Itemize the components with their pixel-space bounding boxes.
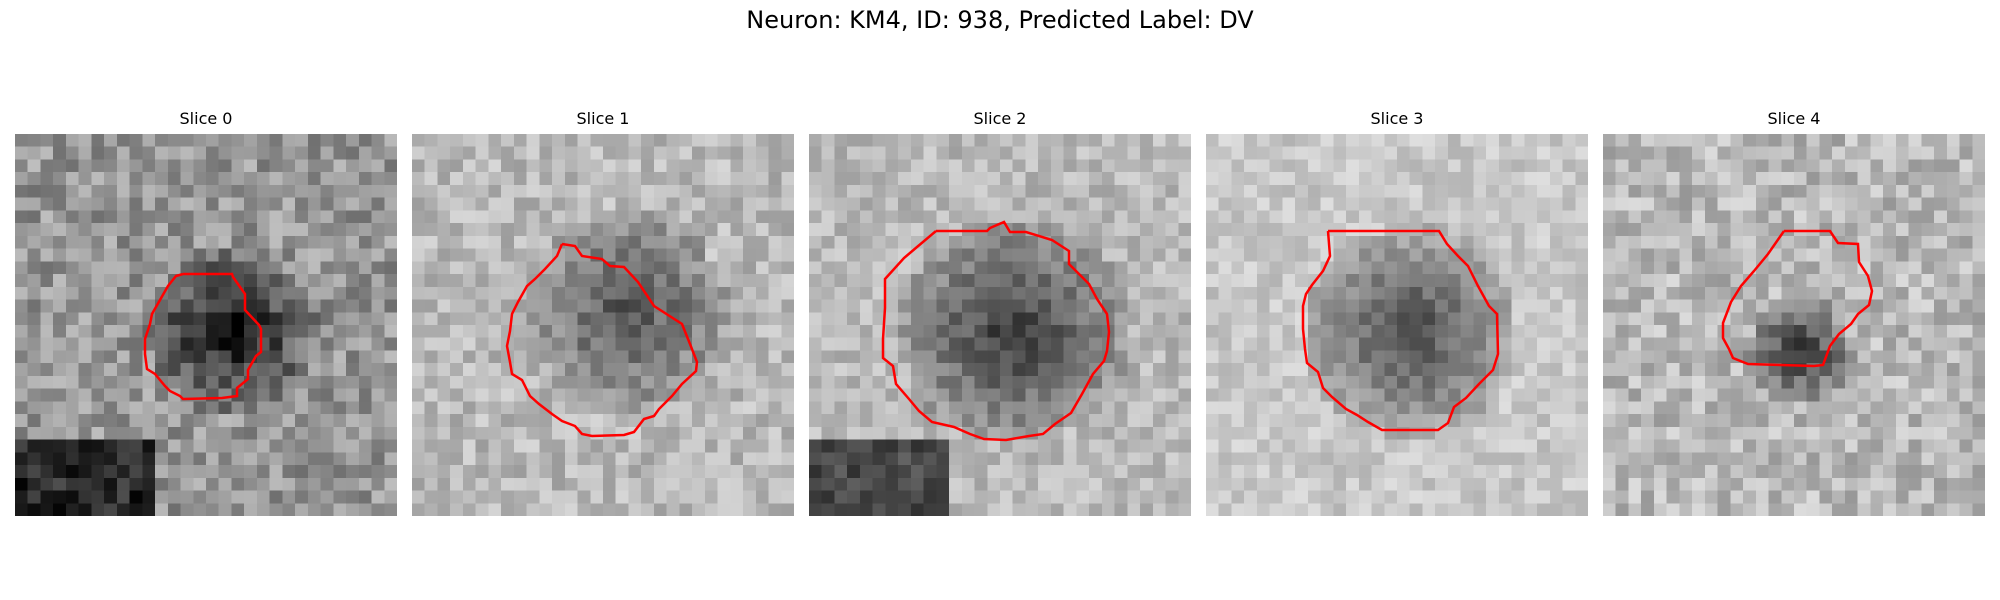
slice-panel-1: Slice 1: [412, 108, 794, 516]
slice-title: Slice 2: [973, 109, 1027, 128]
roi-contour: [1301, 229, 1500, 432]
slice-title: Slice 0: [179, 109, 233, 128]
grayscale-image: [1206, 134, 1588, 516]
slice-panel-4: Slice 4: [1603, 108, 1985, 516]
roi-contour: [143, 272, 263, 401]
slice-title: Slice 3: [1370, 109, 1424, 128]
slice-image: [809, 134, 1191, 516]
grayscale-image: [809, 134, 1191, 516]
grayscale-image: [15, 134, 397, 516]
slice-title: Slice 4: [1767, 109, 1821, 128]
roi-contour: [881, 220, 1111, 442]
grayscale-image: [1603, 134, 1985, 516]
slice-image: [1206, 134, 1588, 516]
roi-contour: [1721, 229, 1874, 368]
slice-image: [15, 134, 397, 516]
slice-panel-2: Slice 2: [809, 108, 1191, 516]
grayscale-image: [412, 134, 794, 516]
roi-contour: [505, 242, 699, 438]
slice-image: [412, 134, 794, 516]
figure-title: Neuron: KM4, ID: 938, Predicted Label: D…: [746, 6, 1254, 34]
slice-panel-3: Slice 3: [1206, 108, 1588, 516]
slice-title: Slice 1: [576, 109, 630, 128]
slice-image: [1603, 134, 1985, 516]
slice-panel-0: Slice 0: [15, 108, 397, 516]
